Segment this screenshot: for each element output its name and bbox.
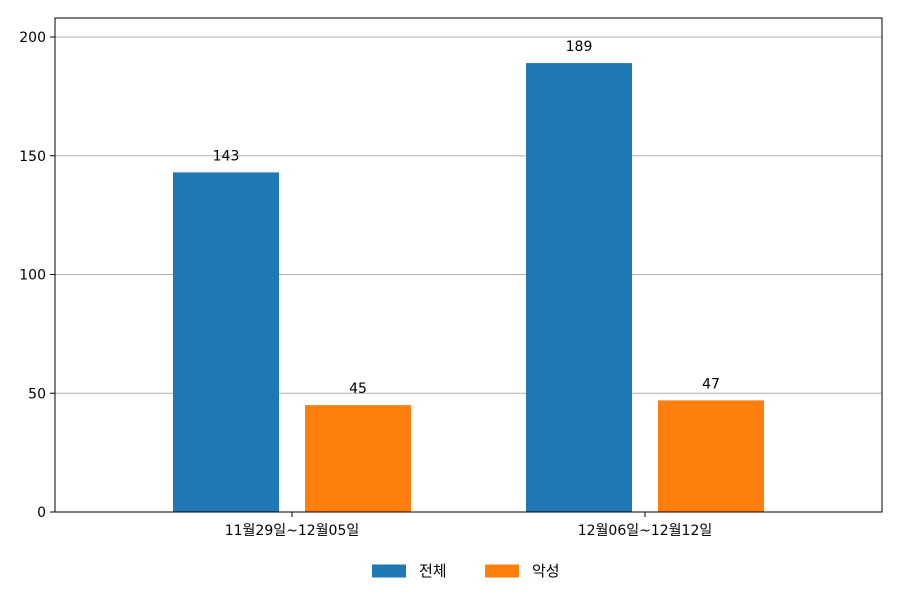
data-labels: 143 45 189 47	[213, 39, 720, 397]
bar	[305, 405, 411, 512]
y-tick-label: 150	[19, 149, 46, 165]
bar-value-label: 143	[213, 148, 240, 164]
bar-value-label: 47	[702, 376, 720, 392]
legend-label: 전체	[419, 562, 447, 580]
plot-frame	[54, 17, 883, 513]
bars	[173, 63, 764, 512]
legend-swatch	[485, 564, 519, 578]
legend-swatch	[372, 564, 406, 578]
bar	[658, 400, 764, 512]
y-tick-label: 100	[19, 268, 46, 284]
x-axis: 11월29일~12월05일 12월06일~12월12일	[225, 512, 713, 539]
legend-label: 악성	[532, 562, 560, 580]
x-tick-label: 11월29일~12월05일	[225, 523, 360, 539]
y-axis: 0 50 100 150 200	[19, 30, 55, 521]
y-tick-label: 50	[28, 386, 46, 402]
bar	[173, 172, 279, 512]
x-tick-label: 12월06일~12월12일	[578, 523, 713, 539]
bar-value-label: 189	[566, 39, 593, 55]
bar	[526, 63, 632, 512]
legend: 전체 악성	[372, 562, 560, 580]
y-tick-label: 200	[19, 30, 46, 46]
bar-value-label: 45	[349, 381, 367, 397]
y-tick-label: 0	[37, 505, 46, 521]
